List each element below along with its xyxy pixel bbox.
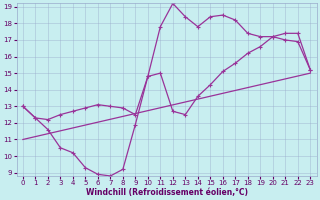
- X-axis label: Windchill (Refroidissement éolien,°C): Windchill (Refroidissement éolien,°C): [85, 188, 248, 197]
